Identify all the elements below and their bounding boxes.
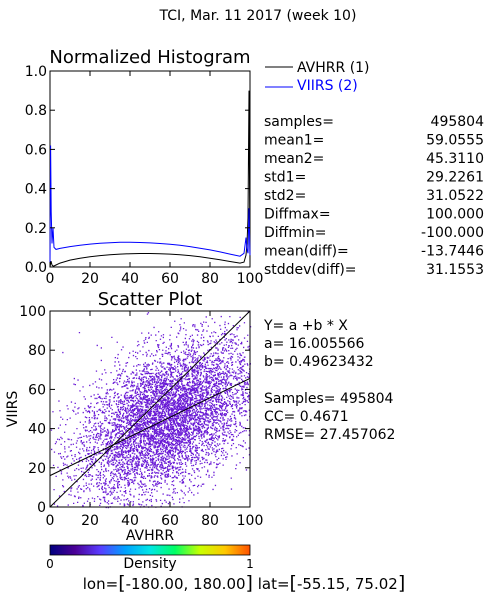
histogram-series-line-1: [49, 145, 251, 264]
stats-label: mean1=: [264, 133, 324, 149]
lon-range: -180.00, 180.00: [126, 575, 246, 593]
stats-label: Diffmin=: [264, 225, 326, 241]
stats-value: 45.3110: [426, 151, 484, 167]
histogram-y-tick-label: 0.6: [25, 142, 47, 158]
histogram-x-tick-label: 80: [201, 271, 219, 287]
histogram-x-tick-label: 40: [121, 271, 139, 287]
scatter-y-tick-label: 40: [28, 422, 46, 438]
colorbar-gradient: [49, 544, 251, 556]
histogram-x-tick-label: 100: [237, 271, 264, 287]
scatter-x-axis-label: AVHRR: [126, 528, 175, 544]
stats-label: Diffmax=: [264, 207, 331, 223]
stats-value: 29.2261: [426, 170, 484, 186]
stats-value: -100.000: [421, 225, 484, 241]
colorbar-min-label: 0: [46, 557, 54, 571]
lat-range: -55.15, 75.02: [297, 575, 398, 593]
histogram-ticks: 0 20 40 60 80 100 0.0 0.2 0.4 0.6 0.8 1.0: [25, 64, 264, 287]
scatter-chart: Scatter Plot 0 20 40 60 80 100 0 20 40 60 80 100 AV…: [5, 289, 263, 544]
histogram-y-tick-label: 0.8: [25, 103, 47, 119]
stats-label: std2=: [264, 188, 306, 204]
lon-prefix: lon=: [83, 575, 118, 593]
bottom-caption: lon=[-180.00, 180.00] lat=[-55.15, 75.02…: [83, 572, 405, 594]
histogram-x-tick-label: 20: [81, 271, 99, 287]
lat-prefix: lat=: [258, 575, 290, 593]
scatter-reference-line-0: [49, 310, 251, 508]
scatter-x-tick-label: 20: [81, 513, 99, 529]
stats-label: mean(diff)=: [264, 244, 349, 260]
page-title: TCI, Mar. 11 2017 (week 10): [159, 8, 357, 24]
stats-value: 495804: [431, 114, 485, 130]
histogram-title: Normalized Histogram: [49, 47, 250, 68]
histogram-legend: AVHRR (1) VIIRS (2): [265, 60, 370, 94]
stats-label: std1=: [264, 170, 306, 186]
scatter-y-axis-label: VIIRS: [5, 391, 21, 428]
lat-open-bracket: [: [290, 572, 297, 594]
lat-close-bracket: ]: [398, 572, 405, 594]
scatter-reference-line-1: [49, 377, 251, 477]
colorbar-title: Density: [123, 556, 176, 572]
scatter-y-tick-label: 100: [19, 304, 46, 320]
scatter-x-tick-label: 60: [161, 513, 179, 529]
histogram-plot-area: [49, 70, 251, 268]
scatter-density-cloud: [50, 311, 252, 509]
histogram-series-layer: [49, 90, 251, 268]
lon-close-bracket: ]: [246, 572, 253, 594]
histogram-y-tick-label: 0.2: [25, 221, 47, 237]
regression-rmse: RMSE= 27.457062: [264, 427, 395, 443]
scatter-density-points: [50, 311, 252, 509]
legend-label-viirs: VIIRS (2): [297, 78, 358, 94]
density-colorbar: 0 Density 1: [46, 544, 254, 572]
histogram-y-tick-label: 0.4: [25, 182, 47, 198]
scatter-x-tick-label: 80: [201, 513, 219, 529]
stats-value: 31.0522: [426, 188, 484, 204]
stats-value: 59.0555: [426, 133, 484, 149]
scatter-ticks: 0 20 40 60 80 100 0 20 40 60 80 100: [19, 304, 263, 529]
scatter-title: Scatter Plot: [98, 289, 203, 310]
regression-samples: Samples= 495804: [264, 391, 394, 407]
histogram-x-tick-label: 60: [161, 271, 179, 287]
scatter-y-tick-label: 60: [28, 382, 46, 398]
stats-label: samples=: [264, 114, 334, 130]
histogram-series-line-0: [49, 90, 251, 268]
histogram-x-tick-label: 0: [46, 271, 55, 287]
stats-label: mean2=: [264, 151, 324, 167]
scatter-x-tick-label: 0: [46, 513, 55, 529]
scatter-y-tick-label: 20: [28, 461, 46, 477]
histogram-chart: Normalized Histogram 0 20 40 60 80 1000.00.20…: [25, 47, 370, 287]
histogram-y-tick-label: 1.0: [25, 64, 47, 80]
scatter-reference-lines: [49, 310, 251, 508]
stats-value: 31.1553: [426, 262, 484, 278]
regression-slope: b= 0.49623432: [264, 354, 374, 370]
histogram-y-tick-label: 0.0: [25, 260, 47, 276]
stats-value: -13.7446: [421, 244, 484, 260]
stats-label: stddev(diff)=: [264, 262, 357, 278]
regression-cc: CC= 0.4671: [264, 409, 349, 425]
regression-intercept: a= 16.005566: [264, 336, 365, 352]
stats-value: 100.000: [426, 207, 484, 223]
lon-open-bracket: [: [118, 572, 125, 594]
scatter-plot-frame: [49, 310, 251, 508]
scatter-x-tick-label: 40: [121, 513, 139, 529]
scatter-x-tick-label: 100: [237, 513, 264, 529]
scatter-y-tick-label: 0: [37, 500, 46, 516]
scatter-y-tick-label: 80: [28, 343, 46, 359]
colorbar-max-label: 1: [246, 557, 254, 571]
regression-info: Y= a +b * X a= 16.005566 b= 0.49623432 S…: [263, 318, 395, 443]
legend-label-avhrr: AVHRR (1): [297, 60, 370, 76]
stats-table: samples= 495804 mean1= 59.0555 mean2= 45.3110…: [264, 114, 484, 278]
regression-equation: Y= a +b * X: [263, 318, 348, 334]
